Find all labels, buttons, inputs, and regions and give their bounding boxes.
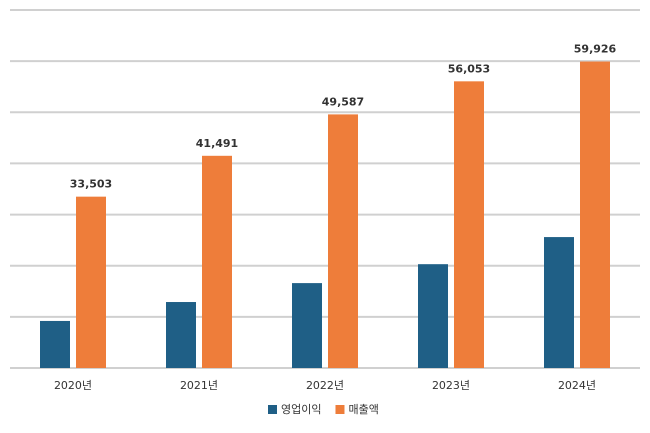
bar (418, 264, 448, 368)
value-label: 49,587 (322, 95, 364, 108)
bar (544, 237, 574, 368)
x-tick-label: 2024년 (558, 379, 596, 392)
bar (166, 302, 196, 368)
bar (328, 114, 358, 368)
bar (292, 283, 322, 368)
bar (580, 61, 610, 369)
bar (454, 81, 484, 368)
x-tick-label: 2023년 (432, 379, 470, 392)
bar (76, 196, 106, 368)
bar (40, 320, 70, 368)
value-label: 33,503 (70, 178, 112, 191)
legend-label: 영업이익 (281, 403, 321, 416)
x-tick-label: 2022년 (306, 379, 344, 392)
value-label: 41,491 (196, 137, 238, 150)
x-tick-label: 2020년 (54, 379, 92, 392)
legend-swatch (268, 405, 277, 414)
legend-label: 매출액 (348, 403, 378, 416)
legend-swatch (335, 405, 345, 414)
bar (202, 155, 232, 368)
value-label: 59,926 (574, 43, 617, 56)
x-tick-label: 2021년 (180, 379, 218, 392)
value-label: 56,053 (448, 62, 490, 75)
